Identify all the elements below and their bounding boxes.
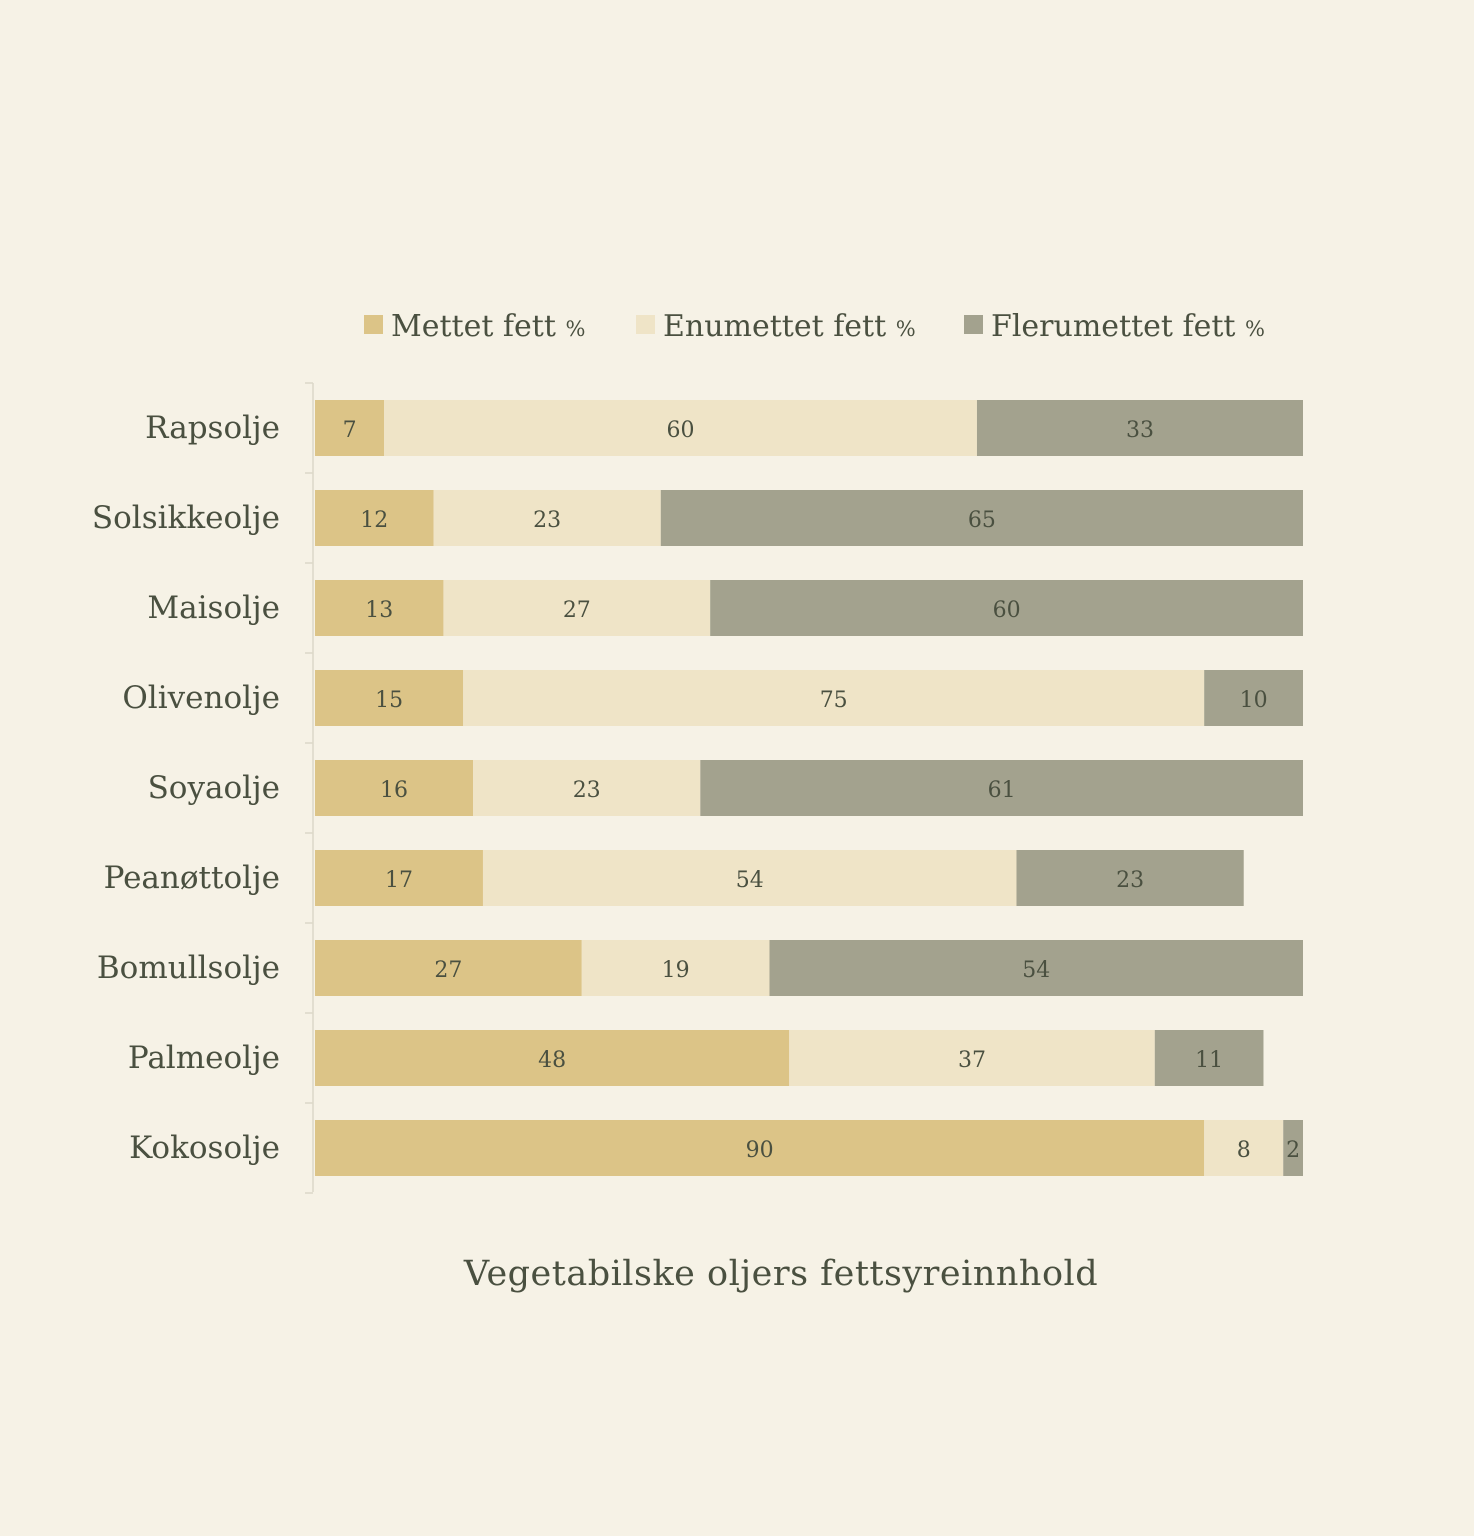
bar-segment bbox=[443, 580, 711, 636]
data-label: 60 bbox=[993, 598, 1021, 623]
data-label: 27 bbox=[434, 958, 462, 983]
bar-segment bbox=[1283, 1120, 1303, 1176]
data-label: 23 bbox=[533, 508, 561, 533]
data-label: 10 bbox=[1240, 688, 1268, 713]
data-label: 12 bbox=[360, 508, 388, 533]
data-label: 37 bbox=[958, 1048, 986, 1073]
bar-segment bbox=[315, 940, 582, 996]
category-label: Solsikkeolje bbox=[92, 500, 280, 536]
bar-segment bbox=[433, 490, 661, 546]
category-labels: Rapsolje Solsikkeolje Maisolje Olivenolje So… bbox=[92, 410, 280, 1166]
legend-series-name: Enumettet fett bbox=[663, 309, 896, 344]
data-label: 2 bbox=[1286, 1138, 1300, 1163]
data-label: 23 bbox=[1116, 868, 1144, 893]
legend-swatch bbox=[364, 315, 383, 334]
legend-label: Enumettet fett % bbox=[663, 309, 916, 344]
bar-segment bbox=[976, 400, 1303, 456]
bar-row-7: 48 37 11 bbox=[315, 1030, 1264, 1086]
data-label: 60 bbox=[667, 418, 695, 443]
bar-row-8: 90 8 2 bbox=[315, 1120, 1303, 1176]
bar-segment bbox=[315, 580, 444, 636]
data-label: 75 bbox=[820, 688, 848, 713]
data-label: 15 bbox=[375, 688, 403, 713]
bar-segment bbox=[482, 850, 1017, 906]
bar-segment bbox=[315, 670, 464, 726]
category-label: Kokosolje bbox=[129, 1130, 280, 1166]
bar-segment bbox=[1016, 850, 1244, 906]
category-label: Maisolje bbox=[147, 590, 280, 626]
data-label: 48 bbox=[538, 1048, 566, 1073]
data-label: 33 bbox=[1126, 418, 1154, 443]
legend-unit: % bbox=[1245, 317, 1265, 341]
bar-segment bbox=[710, 580, 1303, 636]
legend: Mettet fett % Enumettet fett % Flerumettet… bbox=[364, 309, 1265, 344]
bars: 7 60 33 12 23 65 13 27 60 15 75 10 16 23 61 17 54 23 27 19 5… bbox=[315, 400, 1303, 1176]
bar-row-1: 12 23 65 bbox=[315, 490, 1303, 546]
data-label: 90 bbox=[746, 1138, 774, 1163]
category-label: Peanøttolje bbox=[104, 860, 280, 896]
bar-segment bbox=[315, 400, 385, 456]
legend-item: Mettet fett % bbox=[364, 309, 585, 344]
data-label: 16 bbox=[380, 778, 408, 803]
bar-segment bbox=[581, 940, 770, 996]
bar-segment bbox=[315, 1030, 790, 1086]
legend-swatch bbox=[636, 315, 655, 334]
legend-unit: % bbox=[896, 317, 916, 341]
data-label: 11 bbox=[1195, 1048, 1223, 1073]
legend-item: Flerumettet fett % bbox=[964, 309, 1265, 344]
bar-segment bbox=[473, 760, 701, 816]
data-label: 19 bbox=[662, 958, 690, 983]
category-label: Rapsolje bbox=[145, 410, 280, 446]
bar-segment bbox=[1154, 1030, 1264, 1086]
bar-segment bbox=[1204, 670, 1303, 726]
bar-segment bbox=[384, 400, 977, 456]
bar-segment bbox=[315, 760, 474, 816]
legend-label: Mettet fett % bbox=[391, 309, 585, 344]
bar-segment bbox=[315, 490, 434, 546]
data-label: 54 bbox=[736, 868, 764, 893]
data-label: 65 bbox=[968, 508, 996, 533]
bar-row-2: 13 27 60 bbox=[315, 580, 1303, 636]
data-label: 23 bbox=[573, 778, 601, 803]
legend-item: Enumettet fett % bbox=[636, 309, 916, 344]
legend-unit: % bbox=[565, 317, 585, 341]
data-label: 54 bbox=[1022, 958, 1050, 983]
bar-row-3: 15 75 10 bbox=[315, 670, 1303, 726]
legend-swatch bbox=[964, 315, 983, 334]
y-axis bbox=[305, 382, 314, 1194]
bar-segment bbox=[769, 940, 1303, 996]
legend-series-name: Flerumettet fett bbox=[991, 309, 1245, 344]
data-label: 61 bbox=[988, 778, 1016, 803]
data-label: 8 bbox=[1237, 1138, 1251, 1163]
bar-row-0: 7 60 33 bbox=[315, 400, 1303, 456]
bar-segment bbox=[1204, 1120, 1284, 1176]
chart-title: Vegetabilske oljers fettsyreinnhold bbox=[463, 1254, 1098, 1294]
category-label: Bomullsolje bbox=[97, 950, 280, 986]
bar-segment bbox=[315, 1120, 1205, 1176]
legend-label: Flerumettet fett % bbox=[991, 309, 1265, 344]
data-label: 7 bbox=[343, 418, 357, 443]
bar-row-4: 16 23 61 bbox=[315, 760, 1303, 816]
bar-segment bbox=[789, 1030, 1155, 1086]
bar-row-5: 17 54 23 bbox=[315, 850, 1244, 906]
category-label: Soyaolje bbox=[148, 770, 280, 806]
bar-segment bbox=[660, 490, 1303, 546]
legend-series-name: Mettet fett bbox=[391, 309, 565, 344]
data-label: 17 bbox=[385, 868, 413, 893]
category-label: Palmeolje bbox=[128, 1040, 280, 1076]
data-label: 27 bbox=[563, 598, 591, 623]
data-label: 13 bbox=[365, 598, 393, 623]
bar-row-6: 27 19 54 bbox=[315, 940, 1303, 996]
bar-segment bbox=[315, 850, 483, 906]
bar-segment bbox=[463, 670, 1205, 726]
bar-segment bbox=[700, 760, 1303, 816]
category-label: Olivenolje bbox=[122, 680, 280, 716]
